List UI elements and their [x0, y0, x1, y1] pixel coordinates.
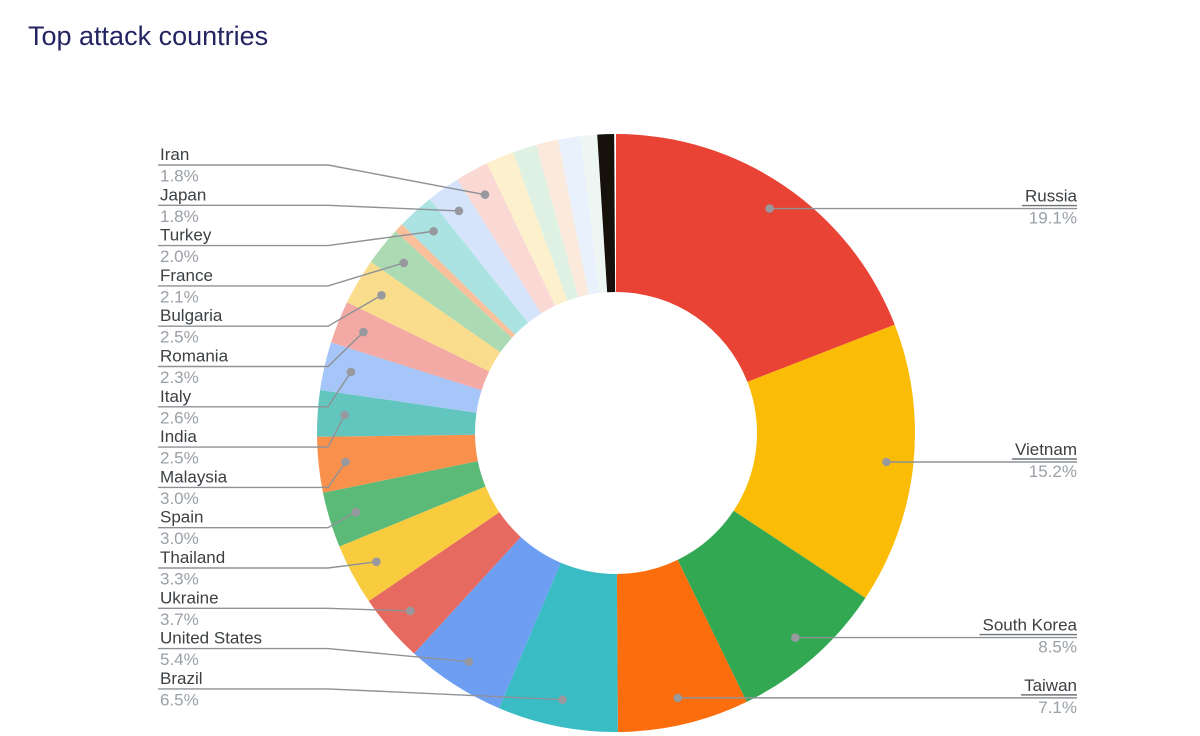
label-ukraine: Ukraine: [160, 588, 219, 607]
value-turkey: 2.0%: [160, 247, 199, 266]
label-romania: Romania: [160, 347, 229, 366]
leader-line-japan: [158, 204, 459, 212]
slice-ukraine[interactable]: [368, 512, 521, 654]
slice-spain[interactable]: [323, 461, 486, 547]
leader-dot-brazil: [558, 695, 567, 704]
page-title: Top attack countries: [28, 21, 269, 51]
leader-dot-vietnam: [882, 457, 891, 467]
slice-iran[interactable]: [457, 163, 556, 314]
leader-line-malaysia: [158, 461, 347, 489]
leader-dot-united-states: [464, 657, 474, 667]
leader-dot-malaysia: [341, 457, 350, 467]
slice-india[interactable]: [316, 389, 477, 437]
leader-dot-italy: [346, 367, 356, 377]
value-japan: 1.8%: [160, 207, 199, 226]
slice-south-korea[interactable]: [677, 510, 866, 702]
label-thailand: Thailand: [160, 548, 225, 567]
value-india: 2.5%: [160, 449, 199, 468]
leader-line-france: [158, 262, 404, 287]
leader-line-thailand: [158, 561, 377, 569]
value-vietnam: 15.2%: [1029, 462, 1077, 481]
value-russia: 19.1%: [1029, 209, 1077, 228]
leader-line-ukraine: [158, 607, 411, 612]
leader-dot-romania: [359, 327, 368, 337]
slice-japan[interactable]: [429, 179, 542, 323]
value-brazil: 6.5%: [160, 690, 199, 709]
leader-dot-japan: [454, 206, 464, 216]
slice-labels: Iran1.8%Japan1.8%Turkey2.0%France2.1%Bul…: [160, 145, 1078, 717]
label-india: India: [160, 427, 197, 446]
leader-dot-iran: [480, 190, 490, 199]
label-united-states: United States: [160, 629, 262, 648]
slice-brazil[interactable]: [498, 562, 618, 732]
value-france: 2.1%: [160, 287, 199, 306]
leader-line-india: [158, 414, 346, 448]
slice-bulgaria[interactable]: [347, 261, 501, 372]
value-italy: 2.6%: [160, 408, 199, 427]
leader-dot-turkey: [429, 226, 438, 236]
label-vietnam: Vietnam: [1015, 440, 1077, 459]
slice-segment-21[interactable]: [536, 139, 589, 298]
leader-dot-france: [399, 258, 409, 268]
label-italy: Italy: [160, 387, 192, 406]
value-malaysia: 3.0%: [160, 489, 199, 508]
value-romania: 2.3%: [160, 368, 199, 387]
slice-segment-20[interactable]: [512, 144, 579, 301]
leader-line-iran: [158, 164, 486, 196]
leader-dot-spain: [351, 507, 361, 517]
label-iran: Iran: [160, 145, 189, 164]
value-united-states: 5.4%: [160, 650, 199, 669]
label-japan: Japan: [160, 185, 206, 204]
slice-segment-22[interactable]: [558, 136, 600, 295]
leader-line-united-states: [158, 647, 469, 663]
label-brazil: Brazil: [160, 669, 203, 688]
slice-thailand[interactable]: [339, 486, 500, 602]
value-spain: 3.0%: [160, 529, 199, 548]
label-bulgaria: Bulgaria: [160, 306, 223, 325]
leader-line-bulgaria: [158, 294, 382, 327]
slice-romania[interactable]: [331, 302, 490, 391]
leader-dot-russia: [765, 204, 774, 213]
value-ukraine: 3.7%: [160, 610, 199, 629]
leader-lines: [158, 164, 1077, 701]
slice-united-states[interactable]: [414, 536, 561, 709]
leader-line-romania: [158, 331, 364, 368]
slice-segment-23[interactable]: [580, 134, 608, 293]
leader-dot-south-korea: [790, 633, 800, 642]
value-south-korea: 8.5%: [1038, 638, 1077, 657]
label-russia: Russia: [1025, 187, 1078, 206]
leader-dot-bulgaria: [377, 290, 386, 300]
donut-slices: [316, 134, 916, 732]
leader-line-spain: [158, 511, 357, 529]
slice-taiwan[interactable]: [616, 559, 747, 732]
label-spain: Spain: [160, 508, 203, 527]
label-malaysia: Malaysia: [160, 467, 228, 486]
leader-line-italy: [158, 371, 352, 408]
label-taiwan: Taiwan: [1024, 676, 1077, 695]
slice-vietnam[interactable]: [733, 324, 916, 598]
label-turkey: Turkey: [160, 226, 212, 245]
value-iran: 1.8%: [160, 167, 199, 186]
leader-dot-taiwan: [673, 693, 683, 703]
value-taiwan: 7.1%: [1038, 698, 1077, 717]
leader-dot-india: [340, 410, 349, 420]
label-south-korea: South Korea: [982, 616, 1077, 635]
leader-dot-thailand: [372, 557, 381, 567]
slice-italy[interactable]: [320, 342, 482, 413]
leader-line-brazil: [158, 688, 563, 701]
value-bulgaria: 2.5%: [160, 328, 199, 347]
leader-line-turkey: [158, 230, 434, 247]
leader-dot-ukraine: [405, 606, 415, 616]
slice-malaysia[interactable]: [317, 434, 478, 493]
label-france: France: [160, 266, 213, 285]
value-thailand: 3.3%: [160, 570, 199, 589]
slice-segment-24[interactable]: [597, 134, 616, 293]
slice-segment-15[interactable]: [395, 224, 516, 338]
slice-segment-19[interactable]: [486, 152, 568, 306]
slice-russia[interactable]: [616, 134, 895, 382]
leader-dots: [340, 190, 891, 704]
